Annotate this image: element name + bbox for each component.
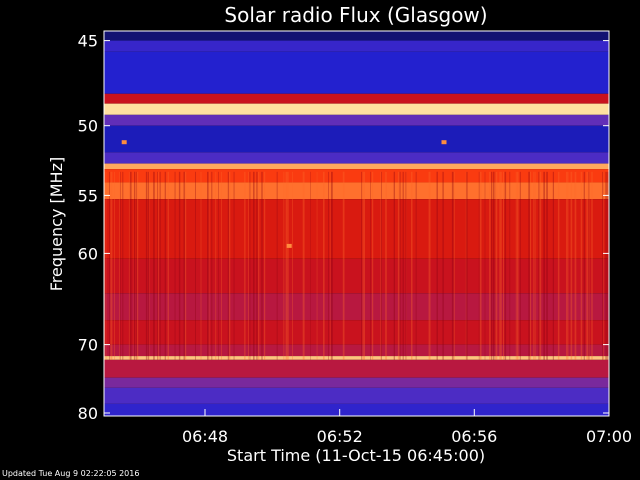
y-tick-label: 60: [78, 244, 98, 263]
burst-spot: [441, 140, 447, 145]
frequency-band: [104, 93, 609, 104]
y-axis: 45 50 55 60 70 80: [78, 32, 609, 423]
y-tick-label: 70: [78, 336, 98, 355]
x-tick-label: 06:48: [182, 427, 228, 446]
y-tick-label: 80: [78, 404, 98, 423]
plot-area: [104, 31, 609, 416]
frequency-band: [104, 31, 609, 41]
burst-spot: [286, 243, 292, 248]
frequency-band: [104, 163, 609, 170]
x-axis: 06:48 06:52 06:56 07:00: [182, 409, 632, 446]
x-axis-label: Start Time (11-Oct-15 06:45:00): [227, 446, 485, 465]
plot-frame: [103, 30, 610, 417]
x-tick-label: 06:52: [317, 427, 363, 446]
y-tick-label: 55: [78, 186, 98, 205]
frequency-band: [104, 293, 609, 321]
frequency-band: [104, 258, 609, 294]
frequency-band: [104, 182, 609, 200]
frequency-band: [104, 51, 609, 94]
frequency-band: [104, 359, 609, 378]
noise-texture: [104, 171, 609, 360]
frequency-band: [104, 377, 609, 388]
frequency-band: [104, 152, 609, 164]
y-axis-label: Frequency [MHz]: [47, 157, 66, 291]
y-tick-label: 50: [78, 117, 98, 136]
frequency-band: [104, 114, 609, 126]
frequency-band: [104, 125, 609, 153]
burst-spot: [121, 140, 127, 145]
frequency-band: [104, 387, 609, 404]
chart-title: Solar radio Flux (Glasgow): [224, 3, 487, 27]
frequency-band: [104, 103, 609, 115]
frequency-band: [104, 344, 609, 357]
y-tick-label: 45: [78, 32, 98, 51]
frequency-band: [104, 169, 609, 183]
frequency-band: [104, 403, 609, 416]
frequency-band: [104, 199, 609, 259]
x-tick-label: 07:00: [586, 427, 632, 446]
frequency-band: [104, 356, 609, 360]
frequency-band: [104, 320, 609, 345]
frequency-band: [104, 40, 609, 52]
updated-timestamp: Updated Tue Aug 9 02:22:05 2016: [2, 469, 140, 478]
x-tick-label: 06:56: [451, 427, 497, 446]
